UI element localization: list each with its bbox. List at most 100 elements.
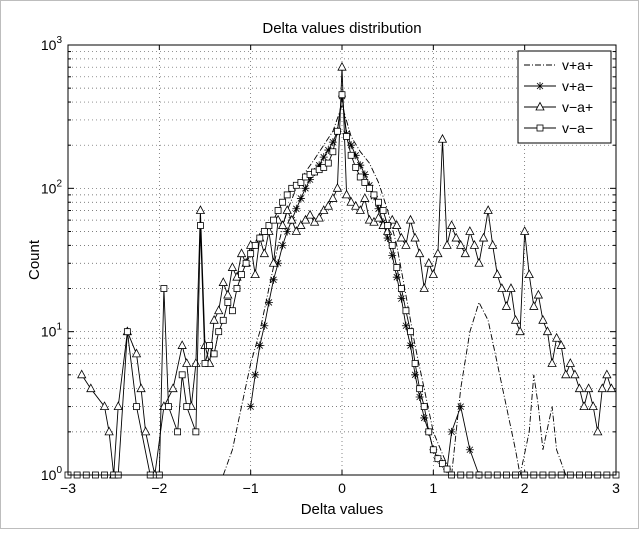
data-point	[251, 370, 260, 379]
data-point	[437, 133, 448, 143]
y-tick-label: 100	[41, 465, 63, 483]
data-point	[300, 214, 311, 224]
data-point	[602, 369, 612, 379]
data-point	[416, 385, 424, 393]
data-point	[397, 285, 405, 292]
data-point	[356, 173, 364, 181]
plot-area	[64, 61, 620, 479]
data-point	[529, 301, 539, 310]
x-tick-label: 2	[521, 480, 529, 496]
data-point	[123, 328, 131, 336]
data-point	[396, 232, 407, 242]
data-point	[375, 198, 382, 206]
data-point	[506, 283, 516, 292]
data-point	[274, 207, 282, 214]
data-point	[343, 133, 350, 140]
data-point	[246, 402, 255, 411]
data-point	[442, 240, 452, 249]
data-point	[301, 184, 310, 193]
data-point	[361, 179, 369, 186]
legend-marker	[536, 124, 544, 132]
data-point	[306, 175, 315, 184]
data-point	[406, 341, 415, 350]
data-point	[347, 141, 356, 150]
data-point	[561, 369, 571, 379]
x-axis-label: Delta values	[301, 501, 384, 518]
y-tick-label: 102	[41, 178, 63, 196]
data-point	[356, 161, 365, 170]
data-point	[401, 240, 411, 249]
data-point	[360, 193, 370, 202]
data-point	[373, 212, 384, 222]
data-point	[360, 170, 369, 179]
data-point	[315, 161, 324, 170]
data-point	[415, 393, 424, 402]
data-point	[236, 248, 247, 258]
data-point	[264, 298, 273, 307]
data-point	[201, 360, 209, 367]
data-point	[332, 182, 343, 192]
data-point	[515, 326, 525, 336]
x-tick-label: 1	[429, 480, 437, 496]
data-point	[370, 191, 378, 199]
data-point	[346, 196, 356, 206]
data-point	[324, 146, 333, 155]
data-point	[283, 191, 291, 199]
data-point	[451, 232, 461, 242]
data-point	[425, 428, 433, 436]
data-point	[283, 227, 292, 236]
data-point	[255, 341, 264, 350]
data-point	[547, 358, 557, 367]
data-point	[364, 214, 375, 224]
data-point	[565, 358, 575, 367]
data-point	[483, 205, 493, 214]
data-point	[456, 240, 466, 249]
data-point	[86, 383, 96, 393]
data-point	[446, 220, 457, 229]
data-point	[392, 220, 402, 229]
data-point	[574, 383, 585, 393]
data-point	[524, 269, 534, 279]
data-point	[323, 200, 333, 210]
data-point	[319, 153, 328, 162]
legend-label: v−a−	[562, 120, 593, 136]
data-point	[238, 271, 245, 279]
data-point	[351, 151, 360, 160]
data-point	[405, 214, 416, 224]
data-point	[165, 403, 172, 411]
data-point	[218, 277, 228, 286]
data-point	[538, 314, 548, 324]
data-point	[460, 248, 470, 258]
data-point	[533, 289, 544, 299]
data-point	[369, 216, 379, 226]
data-point	[420, 413, 429, 422]
data-point	[388, 241, 396, 249]
data-point	[352, 163, 360, 171]
y-tick-label: 103	[41, 35, 63, 53]
data-point	[191, 358, 201, 367]
data-point	[414, 248, 425, 258]
data-point	[492, 269, 502, 279]
data-point	[260, 228, 268, 235]
series-line	[81, 67, 612, 476]
legend-label: v−a+	[562, 99, 593, 115]
legend-marker	[536, 82, 544, 90]
data-point	[465, 226, 475, 235]
data-point	[174, 428, 182, 436]
data-point	[433, 248, 443, 258]
data-point	[583, 383, 594, 393]
data-point	[195, 205, 206, 214]
data-point	[131, 348, 142, 358]
data-point	[269, 275, 278, 284]
data-point	[192, 428, 200, 436]
data-point	[556, 340, 566, 349]
data-point	[338, 91, 346, 99]
data-point	[411, 360, 419, 367]
data-point	[383, 234, 392, 243]
data-point	[291, 226, 302, 235]
data-point	[334, 127, 341, 135]
data-point	[392, 273, 401, 282]
data-point	[388, 251, 397, 260]
